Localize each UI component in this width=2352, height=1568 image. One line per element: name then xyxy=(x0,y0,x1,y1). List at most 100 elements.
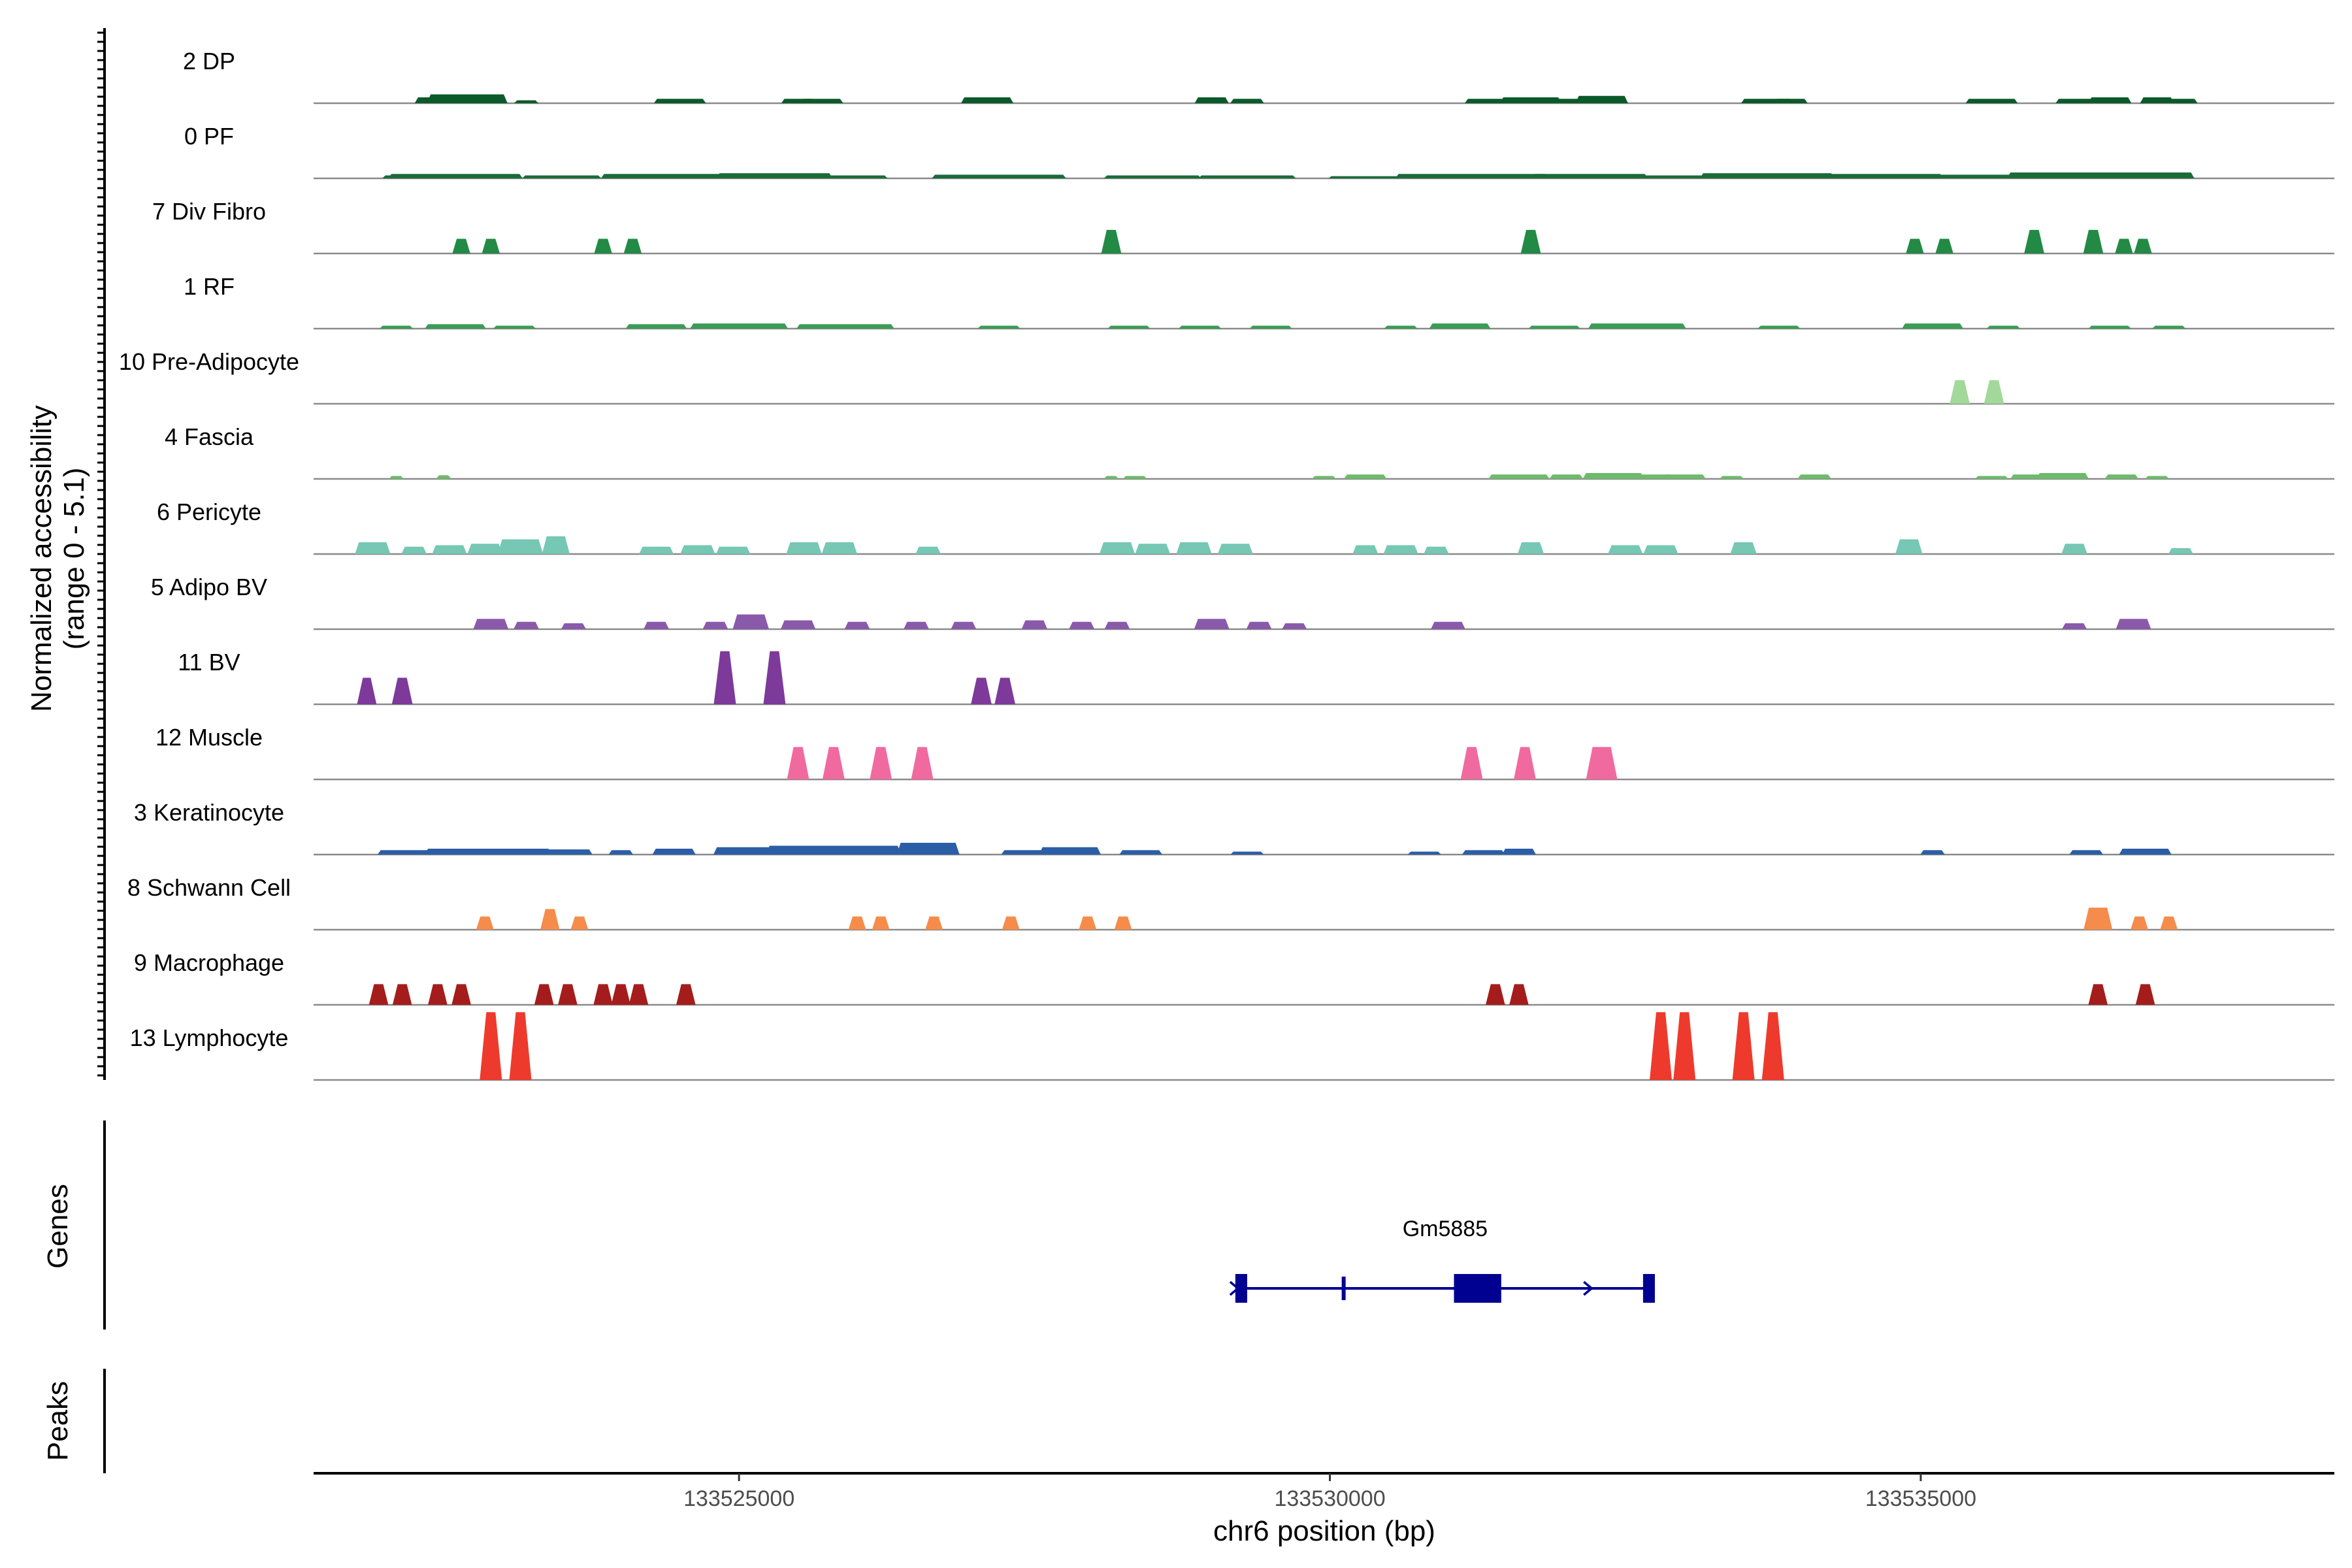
coverage-peak xyxy=(872,916,890,930)
track-11-bv: 11 BV xyxy=(178,649,2334,706)
track-12-muscle: 12 Muscle xyxy=(155,724,2334,781)
coverage-peak xyxy=(1122,476,1147,479)
coverage-peak xyxy=(2061,544,2087,554)
coverage-peak xyxy=(1384,325,1418,329)
coverage-peak xyxy=(625,324,687,329)
strand-arrow xyxy=(1583,1281,1593,1296)
track-label: 6 Pericyte xyxy=(157,498,261,525)
coverage-peak xyxy=(1935,238,1953,253)
coverage-peak xyxy=(915,546,941,554)
coverage-peak xyxy=(355,542,391,554)
coverage-peak xyxy=(951,621,977,629)
coverage-peak xyxy=(2145,476,2170,479)
gene-exon xyxy=(1341,1277,1346,1300)
coverage-peak xyxy=(425,324,486,329)
coverage-peak xyxy=(821,542,858,554)
coverage-peak xyxy=(2164,99,2198,103)
coverage-peak xyxy=(1920,850,1945,855)
coverage-peak xyxy=(1509,984,1529,1005)
coverage-peak xyxy=(763,651,786,704)
coverage-peak xyxy=(1179,325,1222,329)
coverage-peak xyxy=(781,620,816,629)
coverage-peak xyxy=(593,984,613,1005)
coverage-peak xyxy=(653,99,706,103)
coverage-peak xyxy=(392,984,412,1005)
coverage-peak xyxy=(1114,916,1132,930)
coverage-peak xyxy=(1902,323,1963,329)
coverage-peak xyxy=(1119,850,1162,855)
coverage-peak xyxy=(1103,476,1119,479)
track-7-div-fibro: 7 Div Fibro xyxy=(152,198,2334,255)
coverage-peak xyxy=(2119,849,2172,855)
gene-exon xyxy=(1235,1274,1247,1303)
coverage-peak xyxy=(796,324,894,329)
coverage-peak xyxy=(1965,99,2018,103)
coverage-peak xyxy=(2160,916,2178,930)
coverage-peak xyxy=(594,238,612,253)
coverage-peak xyxy=(844,621,870,629)
coverage-peak xyxy=(1383,545,1418,554)
track-9-macrophage: 9 Macrophage xyxy=(134,949,2334,1006)
coverage-peak xyxy=(467,544,503,554)
genes-axis-title: Genes xyxy=(42,1184,74,1269)
gene-exon xyxy=(1454,1274,1501,1303)
coverage-peak xyxy=(652,849,696,855)
track-10-pre-adipocyte: 10 Pre-Adipocyte xyxy=(119,348,2334,405)
coverage-peak xyxy=(1582,473,1644,479)
coverage-peak xyxy=(2115,238,2133,253)
coverage-peak xyxy=(561,623,586,629)
coverage-peak xyxy=(1407,851,1441,855)
coverage-peak xyxy=(994,678,1015,704)
coverage-peak xyxy=(389,476,404,479)
track-label: 3 Keratinocyte xyxy=(134,799,284,826)
coverage-peak xyxy=(1906,238,1924,253)
coverage-peak xyxy=(1002,916,1020,930)
track-label: 0 PF xyxy=(184,123,234,150)
track-1-rf: 1 RF xyxy=(184,273,2334,330)
coverage-peak xyxy=(1246,621,1272,629)
coverage-peak xyxy=(2062,623,2087,629)
coverage-peak xyxy=(1757,325,1801,329)
x-axis-ticks: 133525000 133530000 133535000 xyxy=(683,1473,1976,1511)
y-axis-title-line1: Normalized accessibility xyxy=(25,405,57,711)
coverage-peak xyxy=(904,621,929,629)
coverage-peak xyxy=(2115,619,2151,629)
coverage-peak xyxy=(432,545,467,554)
coverage-peak xyxy=(822,747,845,779)
coverage-peak xyxy=(1643,545,1678,554)
track-label: 4 Fascia xyxy=(165,423,254,450)
coverage-peak xyxy=(1730,542,1757,554)
coverage-peak xyxy=(1282,623,1307,629)
coverage-peak xyxy=(676,984,696,1005)
coverage-peak xyxy=(716,173,833,178)
coverage-peak xyxy=(1198,175,1296,178)
coverage-peak xyxy=(1099,542,1135,554)
coverage-peak xyxy=(1586,747,1618,779)
coverage-peak xyxy=(932,174,1066,178)
coverage-peak xyxy=(1797,474,1831,479)
track-0-pf: 0 PF xyxy=(184,123,2334,180)
coverage-peak xyxy=(925,916,943,930)
coverage-peak xyxy=(611,984,631,1005)
coverage-peak xyxy=(2135,984,2155,1005)
coverage-peak xyxy=(800,99,843,103)
coverage-peak xyxy=(1395,174,1548,178)
coverage-peak xyxy=(680,545,715,554)
track-label: 12 Muscle xyxy=(155,724,263,751)
coverage-peak xyxy=(1699,173,1835,178)
coverage-peak xyxy=(1107,325,1151,329)
coverage-peak xyxy=(1531,174,1648,178)
track-3-keratinocyte: 3 Keratinocyte xyxy=(134,799,2334,856)
coverage-peak xyxy=(1520,229,1541,253)
coverage-peak xyxy=(1039,847,1101,855)
coverage-peak xyxy=(1500,97,1562,103)
track-label: 2 DP xyxy=(183,48,235,74)
coverage-peak xyxy=(1608,545,1643,554)
coverage-peak xyxy=(1514,747,1536,779)
coverage-peak xyxy=(452,238,470,253)
coverage-peak xyxy=(977,325,1021,329)
coverage-peak xyxy=(357,678,377,704)
coverage-peak xyxy=(1486,984,1505,1005)
coverage-peak xyxy=(2024,229,2044,253)
coverage-peak xyxy=(971,678,992,704)
